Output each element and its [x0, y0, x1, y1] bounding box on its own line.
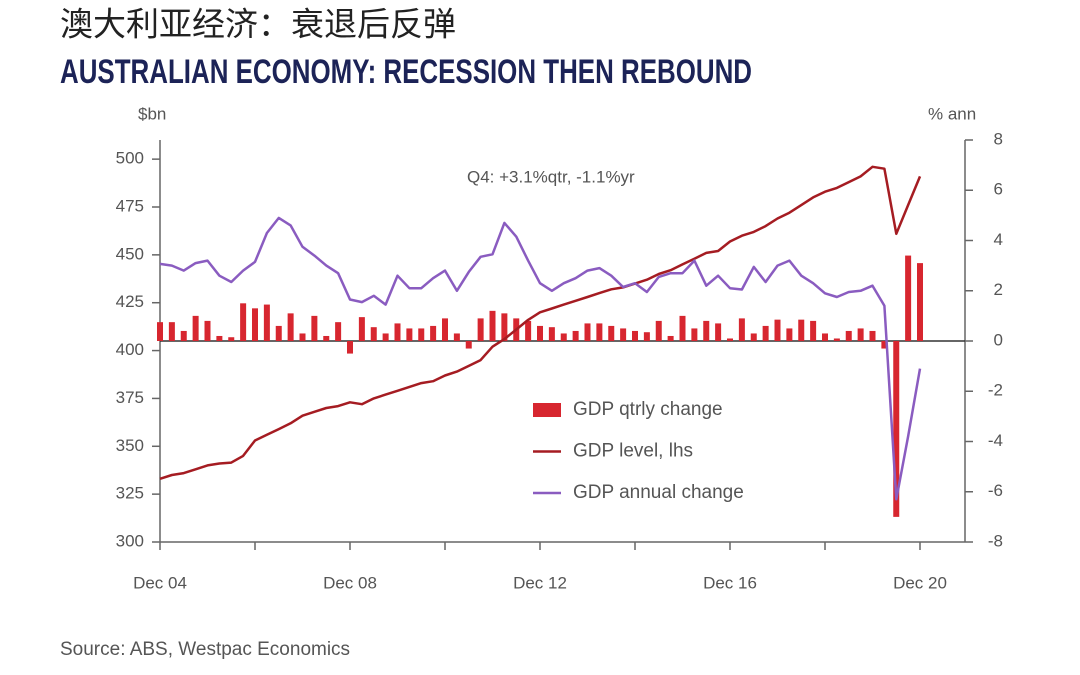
bar	[596, 323, 602, 341]
x-tick-label: Dec 12	[513, 573, 567, 592]
bar	[430, 326, 436, 341]
bar	[216, 336, 222, 341]
bar	[525, 321, 531, 341]
y-axis-label: $bn	[138, 104, 166, 123]
bar	[644, 332, 650, 341]
x-tick-label: Dec 16	[703, 573, 757, 592]
bar	[490, 311, 496, 341]
bar	[454, 333, 460, 341]
bar	[786, 328, 792, 341]
bar	[608, 326, 614, 341]
x-tick-label: Dec 20	[893, 573, 947, 592]
y2-tick-label: -6	[988, 481, 1003, 500]
bar	[763, 326, 769, 341]
y-tick-label: 450	[116, 244, 144, 263]
bar	[870, 331, 876, 341]
bar	[632, 331, 638, 341]
bar	[739, 318, 745, 341]
y2-tick-label: 8	[994, 129, 1003, 148]
bar	[775, 320, 781, 341]
bar	[917, 263, 923, 341]
legend-label: GDP level, lhs	[573, 441, 693, 462]
bar	[810, 321, 816, 341]
legend-swatch	[533, 403, 561, 417]
chart-title: 澳大利亚经济：衰退后反弹	[60, 5, 456, 44]
bar	[798, 320, 804, 341]
bar	[406, 328, 412, 341]
x-tick-label: Dec 08	[323, 573, 377, 592]
bar	[252, 308, 258, 341]
bar	[846, 331, 852, 341]
y-tick-label: 500	[116, 149, 144, 168]
bar	[371, 327, 377, 341]
bar	[323, 336, 329, 341]
y-tick-label: 350	[116, 436, 144, 455]
bar	[680, 316, 686, 341]
y-tick-label: 400	[116, 340, 144, 359]
bar	[715, 323, 721, 341]
bar	[727, 338, 733, 341]
bar	[656, 321, 662, 341]
y2-tick-label: 0	[994, 330, 1003, 349]
bar	[585, 323, 591, 341]
bar	[418, 328, 424, 341]
y-tick-label: 375	[116, 388, 144, 407]
bar	[549, 327, 555, 341]
bar	[228, 337, 234, 341]
bar	[311, 316, 317, 341]
y-tick-label: 300	[116, 531, 144, 550]
bar	[905, 256, 911, 341]
legend-label: GDP annual change	[573, 482, 744, 503]
bar	[858, 328, 864, 341]
bar	[383, 333, 389, 341]
bar	[442, 318, 448, 341]
line	[160, 218, 920, 499]
y2-tick-label: -2	[988, 381, 1003, 400]
bar	[205, 321, 211, 341]
bar	[822, 333, 828, 341]
bar	[264, 305, 270, 341]
bar	[466, 341, 472, 349]
chart-subtitle: AUSTRALIAN ECONOMY: RECESSION THEN REBOU…	[60, 53, 752, 91]
x-tick-label: Dec 04	[133, 573, 187, 592]
bar	[276, 326, 282, 341]
y2-tick-label: 4	[994, 230, 1003, 249]
chart: 澳大利亚经济：衰退后反弹 AUSTRALIAN ECONOMY: RECESSI…	[0, 0, 1080, 675]
bar	[751, 333, 757, 341]
bar	[691, 328, 697, 341]
bar	[561, 333, 567, 341]
source: Source: ABS, Westpac Economics	[60, 639, 350, 660]
bar	[478, 318, 484, 341]
y2-tick-label: 6	[994, 180, 1003, 199]
y2-axis-label: % ann	[928, 104, 976, 123]
bar	[620, 328, 626, 341]
bar	[335, 322, 341, 341]
y-tick-label: 325	[116, 484, 144, 503]
bar	[359, 317, 365, 341]
bar	[395, 323, 401, 341]
bar	[157, 322, 163, 341]
bar	[300, 333, 306, 341]
bar	[240, 303, 246, 341]
y2-tick-label: 2	[994, 280, 1003, 299]
bar	[668, 336, 674, 341]
bar	[347, 341, 353, 354]
legend-label: GDP qtrly change	[573, 399, 723, 420]
y2-tick-label: -4	[988, 431, 1003, 450]
bar	[181, 331, 187, 341]
bar	[573, 331, 579, 341]
bar	[169, 322, 175, 341]
y-tick-label: 425	[116, 292, 144, 311]
bar	[193, 316, 199, 341]
line	[160, 167, 920, 479]
y-tick-label: 475	[116, 196, 144, 215]
bar	[537, 326, 543, 341]
bar	[288, 313, 294, 341]
y2-tick-label: -8	[988, 531, 1003, 550]
bar	[834, 338, 840, 341]
bar	[703, 321, 709, 341]
annotation: Q4: +3.1%qtr, -1.1%yr	[467, 167, 635, 186]
